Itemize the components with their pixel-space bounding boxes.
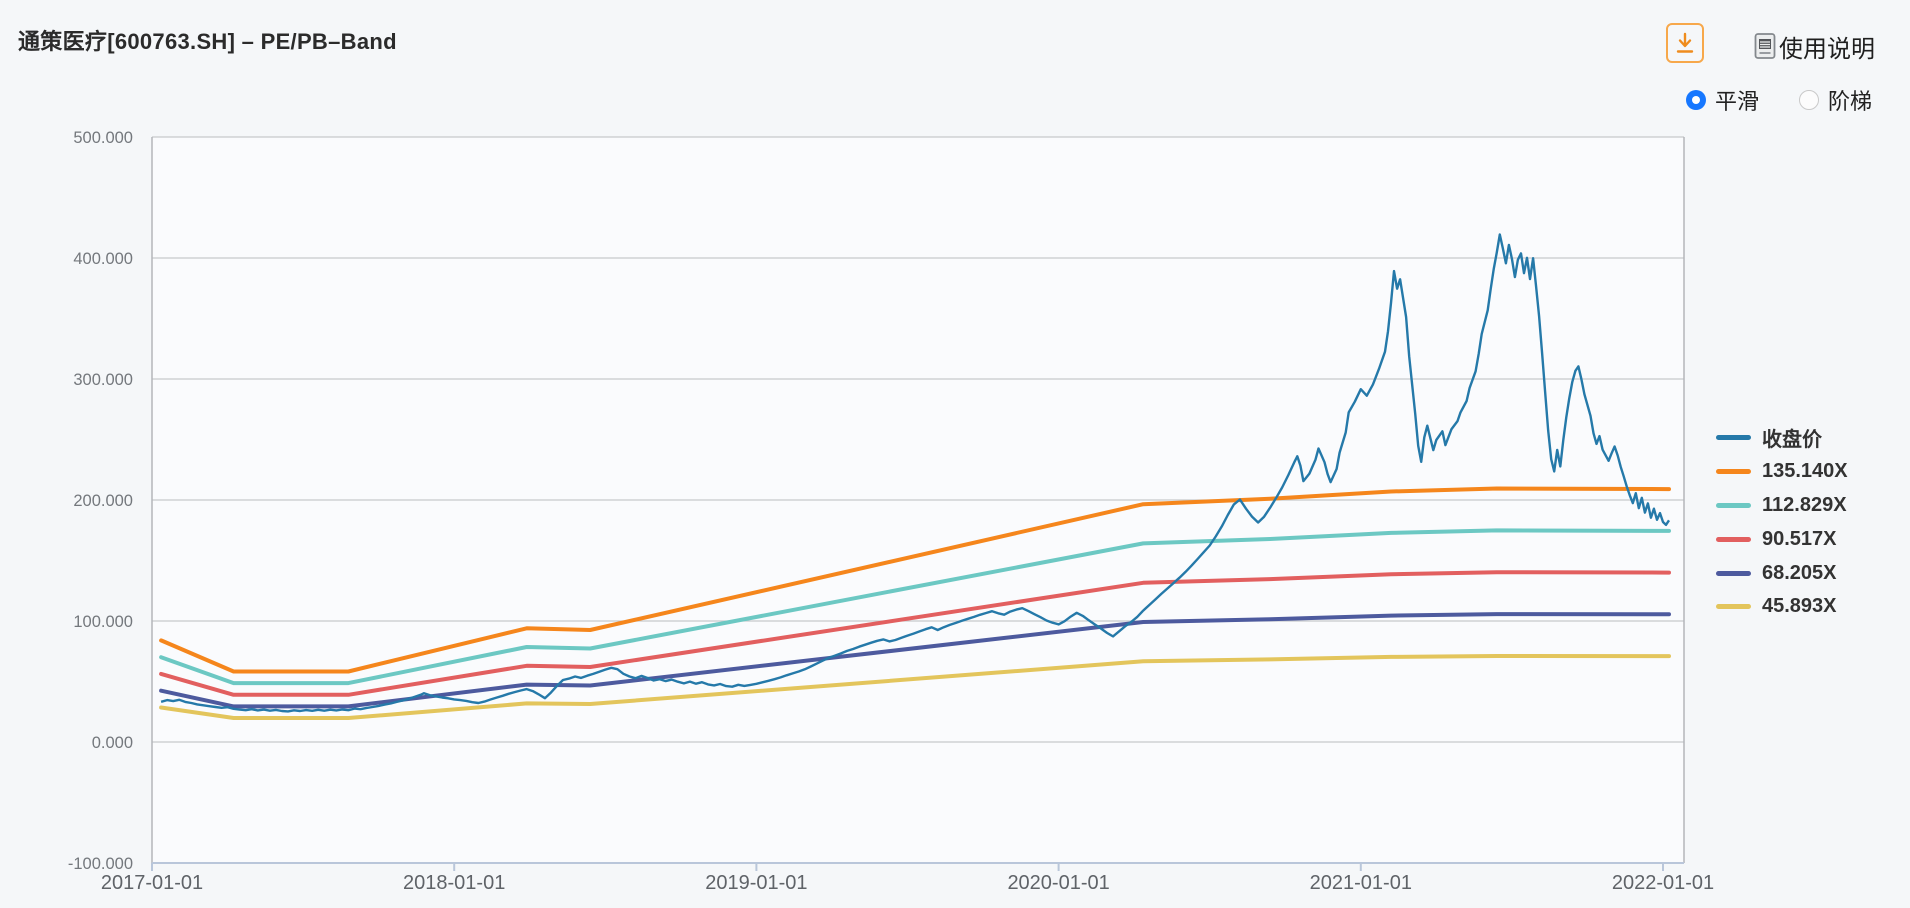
- svg-text:200.000: 200.000: [73, 492, 133, 510]
- radio-step[interactable]: [1799, 90, 1820, 110]
- legend-item-band-45[interactable]: 45.893X: [1716, 590, 1848, 624]
- help-label: 使用说明: [1779, 35, 1875, 63]
- legend-chip: [1716, 604, 1751, 610]
- legend-label: 45.893X: [1762, 595, 1837, 618]
- legend-chip: [1716, 435, 1751, 441]
- svg-text:400.000: 400.000: [73, 250, 133, 268]
- radio-smooth-label[interactable]: 平滑: [1715, 89, 1760, 114]
- svg-text:2018-01-01: 2018-01-01: [403, 872, 505, 894]
- legend-item-band-135[interactable]: 135.140X: [1716, 455, 1848, 489]
- chart-legend: 收盘价 135.140X 112.829X 90.517X 68.205X 45…: [1716, 421, 1848, 624]
- svg-text:300.000: 300.000: [73, 371, 133, 389]
- svg-text:2017-01-01: 2017-01-01: [101, 872, 203, 894]
- legend-chip: [1716, 469, 1751, 475]
- svg-text:500.000: 500.000: [73, 129, 133, 147]
- radio-smooth[interactable]: [1686, 90, 1706, 110]
- line-style-radio-group: 平滑 阶梯: [1686, 87, 1873, 114]
- radio-step-label[interactable]: 阶梯: [1828, 89, 1873, 114]
- legend-chip: [1716, 536, 1751, 542]
- legend-label: 112.829X: [1762, 493, 1847, 516]
- legend-label: 68.205X: [1762, 561, 1837, 584]
- svg-text:2021-01-01: 2021-01-01: [1310, 872, 1412, 894]
- page-title: 通策医疗[600763.SH] – PE/PB–Band: [18, 29, 397, 54]
- legend-item-band-90[interactable]: 90.517X: [1716, 522, 1848, 556]
- svg-text:2019-01-01: 2019-01-01: [705, 872, 807, 894]
- svg-text:100.000: 100.000: [73, 613, 133, 631]
- legend-chip: [1716, 502, 1751, 508]
- legend-item-close[interactable]: 收盘价: [1716, 421, 1848, 455]
- download-button[interactable]: [1666, 23, 1704, 63]
- legend-item-band-68[interactable]: 68.205X: [1716, 556, 1848, 590]
- svg-text:2022-01-01: 2022-01-01: [1612, 872, 1714, 894]
- manual-icon: [1754, 32, 1776, 60]
- legend-item-band-112[interactable]: 112.829X: [1716, 489, 1848, 523]
- legend-label: 90.517X: [1762, 527, 1837, 550]
- legend-chip: [1716, 570, 1751, 576]
- download-icon: [1674, 31, 1696, 55]
- legend-label: 135.140X: [1762, 460, 1848, 483]
- svg-text:-100.000: -100.000: [68, 855, 133, 873]
- legend-label: 收盘价: [1762, 429, 1822, 452]
- svg-text:0.000: 0.000: [92, 734, 133, 752]
- svg-text:2020-01-01: 2020-01-01: [1007, 872, 1109, 894]
- help-link[interactable]: 使用说明: [1754, 30, 1875, 63]
